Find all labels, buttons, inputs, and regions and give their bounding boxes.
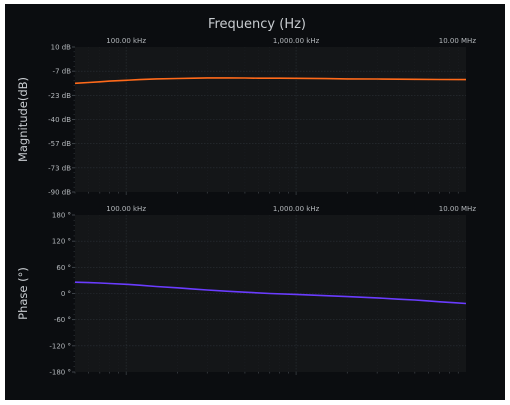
- phase-y-axis-label: Phase (°): [16, 267, 30, 320]
- phase-y-tick-label: 180 °: [52, 212, 71, 220]
- phase-x-tick-label: 100.00 kHz: [106, 205, 146, 213]
- phase-y-tick-label: 0 °: [61, 290, 71, 298]
- phase-y-tick-label: -60 °: [54, 316, 71, 324]
- phase-x-tick-label: 1,000.00 kHz: [273, 205, 320, 213]
- magnitude-y-tick-label: -73 dB: [48, 164, 71, 172]
- magnitude-y-tick-label: -7 dB: [53, 68, 72, 76]
- phase-y-tick-label: -120 °: [49, 342, 71, 350]
- magnitude-x-tick-label: 10.00 MHz: [439, 37, 477, 45]
- bode-plot: Frequency (Hz) 10 dB -7 dB -23 dB -40 dB -57…: [5, 4, 505, 400]
- magnitude-y-tick-label: -23 dB: [48, 92, 71, 100]
- figure-title: Frequency (Hz): [208, 17, 306, 32]
- phase-x-tick-label: 10.00 MHz: [439, 205, 477, 213]
- phase-y-tick-label: -180 °: [49, 369, 71, 377]
- phase-y-tick-label: 120 °: [52, 238, 71, 246]
- magnitude-x-tick-label: 1,000.00 kHz: [273, 37, 320, 45]
- magnitude-y-tick-label: -57 dB: [48, 140, 71, 148]
- magnitude-x-tick-label: 100.00 kHz: [106, 37, 146, 45]
- magnitude-y-tick-label: -90 dB: [48, 189, 71, 197]
- magnitude-y-axis-label: Magnitude(dB): [16, 77, 30, 162]
- magnitude-y-tick-label: -40 dB: [48, 116, 71, 124]
- phase-y-tick-label: 60 °: [56, 264, 71, 272]
- magnitude-y-tick-label: 10 dB: [51, 44, 72, 52]
- phase-trace: [74, 281, 467, 305]
- magnitude-trace: [74, 77, 467, 85]
